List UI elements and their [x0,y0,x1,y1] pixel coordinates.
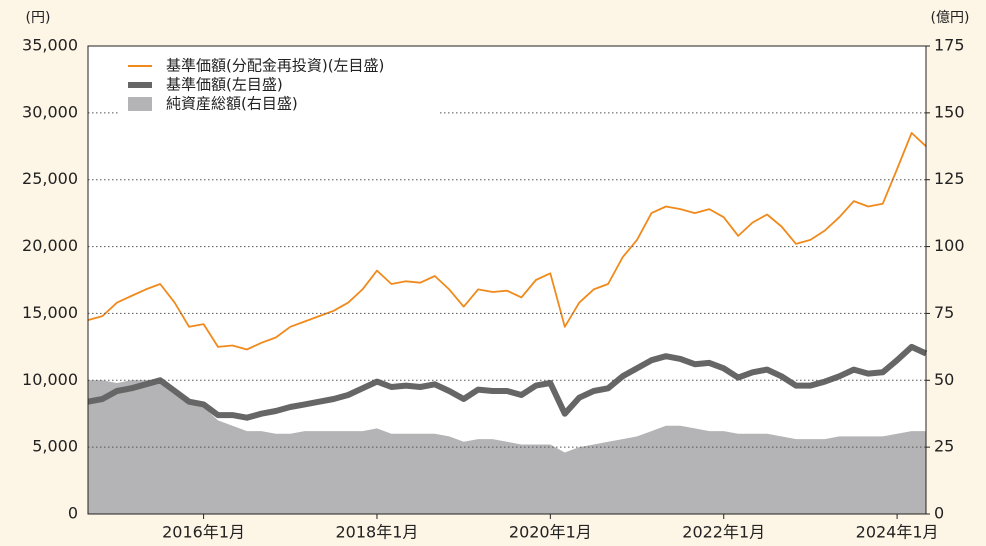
x-tick-label: 2018年1月 [336,523,419,542]
x-tick-label: 2024年1月 [856,523,939,542]
y-tick-label: 20,000 [22,236,78,255]
y-tick-label: 30,000 [22,102,78,121]
area [88,380,926,514]
y-tick-label: 5,000 [32,437,78,456]
y2-tick-label: 50 [934,370,954,389]
legend-label: 基準価額(左目盛) [166,76,283,94]
y2-tick-label: 75 [934,303,954,322]
x-tick-label: 2016年1月 [162,523,245,542]
marks [87,112,928,514]
y2-axis-label: (億円) [931,10,970,26]
y2-tick-label: 25 [934,437,954,456]
legend-swatch [128,97,152,111]
x-tick-label: 2020年1月 [509,523,592,542]
y2-tick-label: 0 [934,504,944,523]
y-tick-label: 35,000 [22,36,78,55]
y2-tick-label: 175 [934,36,965,55]
line [87,343,928,421]
y-axis-label: (円) [26,10,51,26]
plot-frame [87,45,927,515]
y-tick-label: 0 [68,504,78,523]
y2-tick-label: 125 [934,169,965,188]
y-tick-label: 15,000 [22,303,78,322]
legend: 基準価額(分配金再投資)(左目盛)基準価額(左目盛)純資産総額(右目盛) [120,54,440,118]
y-tick-label: 25,000 [22,169,78,188]
y2-tick-label: 150 [934,102,965,121]
line [87,132,927,351]
y-tick-label: 10,000 [22,370,78,389]
x-tick-label: 2022年1月 [682,523,765,542]
y2-tick-label: 100 [934,236,965,255]
legend-label: 純資産総額(右目盛) [166,95,298,113]
legend-box [120,54,440,118]
legend-label: 基準価額(分配金再投資)(左目盛) [166,57,384,75]
